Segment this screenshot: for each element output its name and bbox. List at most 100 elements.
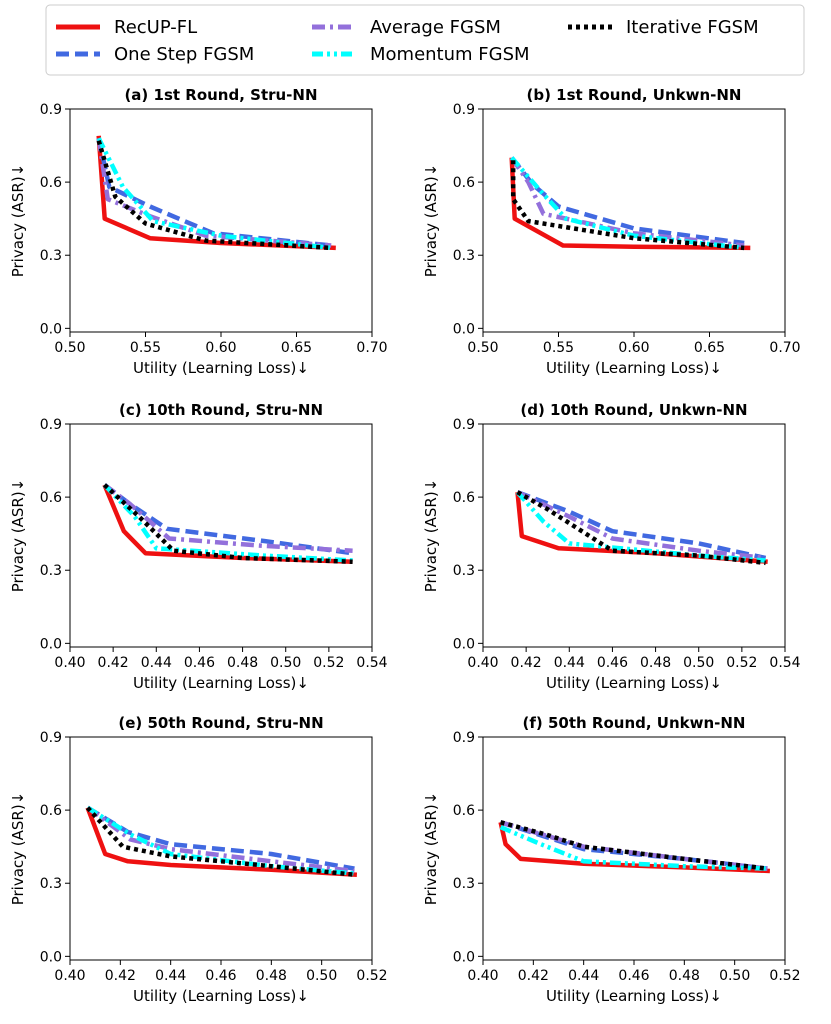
- x-tick-label: 0.55: [130, 340, 161, 356]
- x-tick-label: 0.50: [719, 968, 750, 984]
- series-line: [509, 156, 745, 248]
- x-tick-label: 0.60: [205, 340, 236, 356]
- subplot: (b) 1st Round, Unkwn-NN 0.50 0.55 0.60 0.65 0…: [422, 86, 801, 377]
- subplots: (a) 1st Round, Stru-NN 0.50 0.55 0.60 0.65 0.…: [9, 86, 801, 1005]
- series-line: [510, 160, 745, 251]
- series-group: [515, 490, 768, 566]
- y-tick-label: 0.0: [453, 321, 475, 337]
- x-tick-label: 0.44: [155, 968, 186, 984]
- series-line: [85, 806, 355, 877]
- y-tick-label: 0.9: [40, 417, 62, 433]
- y-tick-label: 0.3: [453, 563, 475, 579]
- x-axis-label: Utility (Learning Loss)↓: [133, 987, 309, 1005]
- series-line: [515, 490, 766, 563]
- x-tick-label: 0.42: [105, 968, 136, 984]
- axes-frame: [482, 736, 786, 961]
- legend-label: Momentum FGSM: [370, 44, 530, 65]
- y-axis-label: Privacy (ASR)↓: [9, 479, 27, 593]
- y-tick-label: 0.0: [453, 636, 475, 652]
- x-tick-label: 0.54: [356, 655, 387, 671]
- subplot: (f) 50th Round, Unkwn-NN 0.40 0.42 0.44 0.46…: [422, 714, 801, 1005]
- subplot-title: (f) 50th Round, Unkwn-NN: [523, 714, 746, 732]
- subplot-title: (a) 1st Round, Stru-NN: [124, 86, 317, 104]
- x-tick-label: 0.50: [467, 340, 498, 356]
- x-tick-label: 0.40: [467, 655, 498, 671]
- x-tick-label: 0.65: [694, 340, 725, 356]
- legend-item: RecUP-FL: [56, 17, 197, 38]
- subplot-title: (b) 1st Round, Unkwn-NN: [526, 86, 741, 104]
- y-tick-label: 0.9: [453, 730, 475, 746]
- legend-label: One Step FGSM: [114, 44, 254, 65]
- x-axis-label: Utility (Learning Loss)↓: [546, 674, 722, 692]
- x-tick-label: 0.44: [554, 655, 585, 671]
- y-tick-label: 0.3: [40, 563, 62, 579]
- x-axis-label: Utility (Learning Loss)↓: [546, 987, 722, 1005]
- y-tick-label: 0.6: [453, 175, 475, 191]
- series-line: [499, 825, 768, 871]
- y-tick-label: 0.6: [453, 803, 475, 819]
- y-tick-label: 0.3: [40, 248, 62, 264]
- x-tick-label: 0.42: [518, 968, 549, 984]
- legend-label: RecUP-FL: [114, 17, 197, 38]
- y-tick-label: 0.9: [453, 102, 475, 118]
- x-tick-label: 0.70: [769, 340, 800, 356]
- series-line: [102, 483, 353, 563]
- legend-item: Average FGSM: [312, 17, 501, 38]
- x-tick-label: 0.44: [141, 655, 172, 671]
- series-line: [102, 483, 353, 564]
- series-line: [103, 483, 353, 553]
- x-tick-label: 0.65: [281, 340, 312, 356]
- x-tick-label: 0.42: [511, 655, 542, 671]
- x-tick-label: 0.42: [98, 655, 129, 671]
- series-line: [96, 137, 332, 248]
- y-axis-label: Privacy (ASR)↓: [422, 164, 440, 278]
- y-tick-label: 0.9: [40, 730, 62, 746]
- x-tick-label: 0.48: [669, 968, 700, 984]
- series-group: [498, 820, 770, 874]
- series-line: [86, 805, 355, 876]
- x-tick-label: 0.60: [618, 340, 649, 356]
- y-axis-label: Privacy (ASR)↓: [9, 792, 27, 906]
- y-tick-label: 0.0: [40, 321, 62, 337]
- legend-label: Iterative FGSM: [626, 17, 759, 38]
- legend: RecUP-FL One Step FGSM Average FGSM Momentu…: [45, 4, 805, 76]
- x-tick-label: 0.48: [640, 655, 671, 671]
- subplot: (a) 1st Round, Stru-NN 0.50 0.55 0.60 0.65 0.…: [9, 86, 388, 377]
- y-tick-label: 0.0: [453, 949, 475, 965]
- x-tick-label: 0.46: [205, 968, 236, 984]
- axes-frame: [69, 108, 373, 333]
- y-tick-label: 0.3: [40, 876, 62, 892]
- x-tick-label: 0.55: [543, 340, 574, 356]
- subplot: (d) 10th Round, Unkwn-NN 0.40 0.42 0.44 0.46…: [422, 401, 801, 692]
- x-tick-label: 0.50: [270, 655, 301, 671]
- subplot-title: (d) 10th Round, Unkwn-NN: [520, 401, 747, 419]
- x-tick-label: 0.52: [769, 968, 800, 984]
- legend-item: One Step FGSM: [56, 44, 254, 65]
- series-group: [102, 483, 353, 564]
- x-tick-label: 0.50: [306, 968, 337, 984]
- axes-frame: [69, 423, 373, 648]
- legend-label: Average FGSM: [370, 17, 501, 38]
- legend-item: Momentum FGSM: [312, 44, 530, 65]
- series-group: [85, 805, 358, 877]
- series-line: [86, 805, 355, 874]
- y-axis-label: Privacy (ASR)↓: [422, 792, 440, 906]
- y-tick-label: 0.3: [453, 876, 475, 892]
- x-tick-label: 0.70: [356, 340, 387, 356]
- x-tick-label: 0.50: [54, 340, 85, 356]
- y-axis-label: Privacy (ASR)↓: [422, 479, 440, 593]
- series-line: [509, 156, 745, 251]
- series-line: [516, 490, 767, 561]
- x-tick-label: 0.46: [597, 655, 628, 671]
- x-tick-label: 0.54: [769, 655, 800, 671]
- x-tick-label: 0.40: [54, 968, 85, 984]
- y-tick-label: 0.6: [40, 803, 62, 819]
- x-tick-label: 0.44: [568, 968, 599, 984]
- x-axis-label: Utility (Learning Loss)↓: [133, 674, 309, 692]
- subplot: (e) 50th Round, Stru-NN 0.40 0.42 0.44 0.46 0…: [9, 714, 388, 1005]
- x-tick-label: 0.52: [313, 655, 344, 671]
- subplot-title: (c) 10th Round, Stru-NN: [119, 401, 323, 419]
- axes-frame: [482, 423, 786, 648]
- series-line: [509, 157, 751, 251]
